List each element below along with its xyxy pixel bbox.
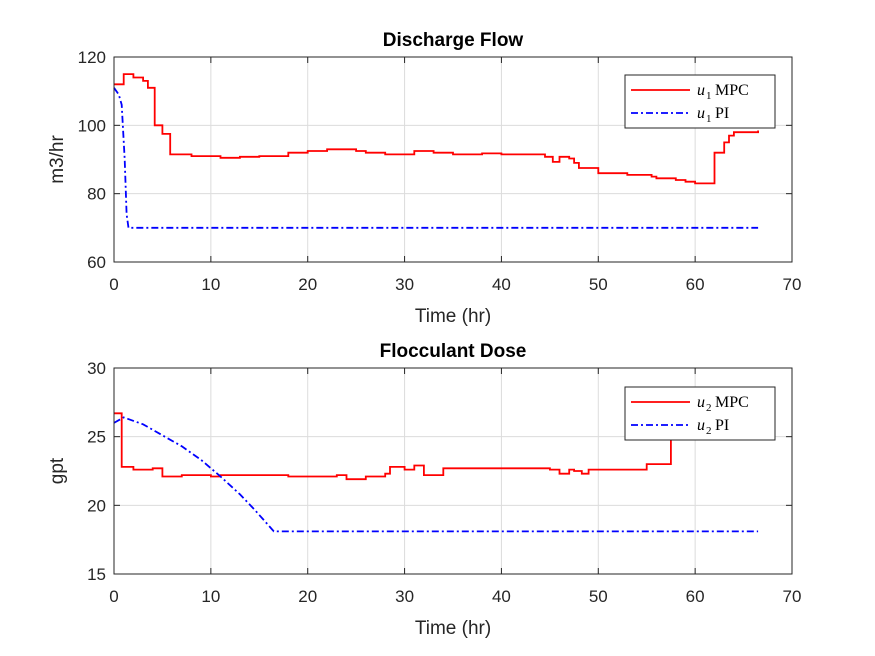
y-axis-label: m3/hr	[47, 135, 68, 184]
x-tick-label: 70	[783, 587, 802, 606]
x-tick-label: 0	[109, 275, 118, 294]
x-tick-label: 50	[589, 275, 608, 294]
legend-symbol: u	[697, 82, 705, 99]
axes-box	[113, 56, 793, 263]
x-tick-label: 10	[201, 275, 220, 294]
x-tick-label: 40	[492, 275, 511, 294]
legend-label: PI	[715, 417, 729, 434]
series-line-mpc	[114, 412, 672, 481]
x-tick-label: 0	[109, 587, 118, 606]
legend-subscript: 1	[706, 113, 712, 125]
legend-symbol: u	[697, 105, 705, 122]
y-axis-label: gpt	[47, 457, 68, 484]
legend-subscript: 1	[706, 90, 712, 102]
chart-panel-1: 0 10 20 30 40 50 60 70 60 80 100 120 Discharge Flow T…	[47, 30, 801, 327]
chart-panel-2: 0 10 20 30 40 50 60 70 15 20 25 30 Flocculant Dose Ti…	[47, 341, 801, 639]
chart-title: Discharge Flow	[383, 30, 524, 51]
legend-label: MPC	[715, 394, 749, 411]
legend-label: MPC	[715, 82, 749, 99]
x-tick-label: 70	[783, 275, 802, 294]
x-axis-label: Time (hr)	[415, 306, 491, 327]
legend-box	[624, 386, 776, 441]
y-tick-label: 100	[78, 116, 106, 135]
y-tick-label: 30	[87, 359, 106, 378]
legend-label: PI	[715, 105, 729, 122]
axes-box	[113, 367, 793, 575]
x-tick-label: 20	[298, 275, 317, 294]
x-axis-label: Time (hr)	[415, 618, 491, 639]
y-tick-label: 60	[87, 253, 106, 272]
legend-symbol: u	[697, 417, 705, 434]
y-tick-label: 120	[78, 48, 106, 67]
x-tick-label: 20	[298, 587, 317, 606]
legend-box	[624, 74, 776, 129]
legend-symbol: u	[697, 394, 705, 411]
x-tick-label: 30	[395, 275, 414, 294]
y-tick-label: 20	[87, 496, 106, 515]
x-tick-label: 10	[201, 587, 220, 606]
legend-subscript: 2	[706, 425, 712, 437]
x-tick-label: 40	[492, 587, 511, 606]
series-line-mpc	[114, 73, 759, 185]
legend-subscript: 2	[706, 402, 712, 414]
y-tick-label: 25	[87, 428, 106, 447]
y-tick-label: 80	[87, 185, 106, 204]
x-tick-label: 60	[686, 275, 705, 294]
chart-title: Flocculant Dose	[380, 341, 527, 362]
x-tick-label: 50	[589, 587, 608, 606]
x-tick-label: 30	[395, 587, 414, 606]
x-tick-label: 60	[686, 587, 705, 606]
y-tick-label: 15	[87, 565, 106, 584]
